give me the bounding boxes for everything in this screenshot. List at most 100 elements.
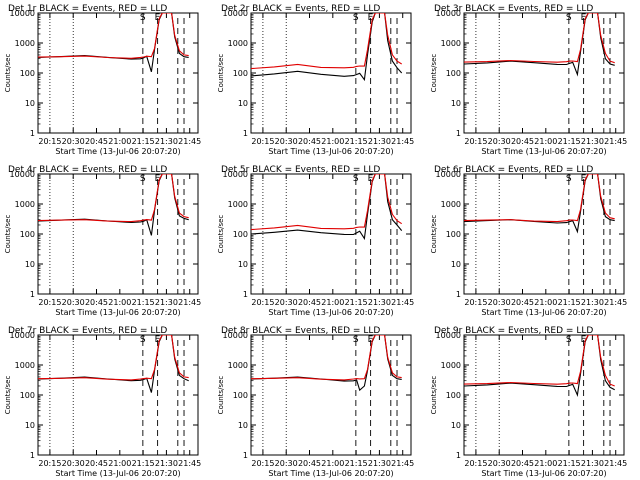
- y-tick-label: 100: [233, 391, 248, 400]
- x-tick-label: 20:45: [298, 459, 321, 468]
- y-axis-label: Counts/sec: [4, 376, 12, 415]
- series-line-lld: [464, 335, 615, 387]
- series-group: [464, 335, 615, 397]
- x-tick-label: 21:15: [558, 137, 581, 146]
- y-tick-label: 1: [30, 451, 35, 460]
- y-tick-label: 1000: [228, 361, 248, 370]
- marker-e-label: E: [155, 13, 161, 23]
- y-tick-label: 1: [456, 129, 461, 138]
- series-group: [464, 13, 615, 77]
- y-tick-label: 10000: [10, 331, 35, 340]
- panel-title: Det 5r BLACK = Events, RED = LLD: [221, 165, 380, 175]
- y-tick-label: 1000: [15, 200, 35, 209]
- x-tick-label: 21:45: [391, 137, 414, 146]
- marker-e-label: E: [368, 335, 374, 345]
- y-tick-label: 100: [233, 230, 248, 239]
- marker-e-label: E: [155, 335, 161, 345]
- y-tick-label: 100: [446, 230, 461, 239]
- y-tick-label: 1000: [228, 200, 248, 209]
- panel-det-1: Det 1r BLACK = Events, RED = LLD 1 10 100 10…: [4, 4, 201, 156]
- x-tick-label: 21:00: [534, 137, 557, 146]
- y-tick-label: 10: [238, 99, 248, 108]
- y-tick-label: 1000: [441, 361, 461, 370]
- series-group: [38, 335, 189, 393]
- series-group: [251, 335, 402, 392]
- x-tick-label: 20:30: [488, 137, 511, 146]
- marker-s-label: S: [140, 13, 146, 23]
- marker-s-label: S: [353, 13, 359, 23]
- panel-title: Det 1r BLACK = Events, RED = LLD: [8, 4, 167, 14]
- x-tick-label: 21:30: [581, 137, 604, 146]
- x-tick-label: 21:15: [558, 298, 581, 307]
- marker-s-label: S: [353, 335, 359, 345]
- x-tick-label: 20:15: [38, 137, 61, 146]
- x-tick-label: 21:00: [108, 137, 131, 146]
- series-line-events: [464, 335, 615, 397]
- panel-title: Det 3r BLACK = Events, RED = LLD: [434, 4, 593, 14]
- y-tick-label: 10000: [223, 9, 248, 18]
- x-tick-label: 20:30: [62, 459, 85, 468]
- x-tick-label: 20:15: [251, 298, 274, 307]
- y-tick-label: 1: [243, 290, 248, 299]
- x-tick-label: 20:45: [298, 137, 321, 146]
- x-tick-label: 21:15: [345, 459, 368, 468]
- y-axis-label: Counts/sec: [430, 215, 438, 254]
- x-tick-label: 21:30: [368, 298, 391, 307]
- x-tick-label: 21:45: [604, 459, 627, 468]
- x-axis-label: Start Time (13-Jul-06 20:07:20): [481, 308, 606, 317]
- x-tick-label: 21:45: [178, 298, 201, 307]
- y-tick-label: 1: [30, 290, 35, 299]
- series-group: [38, 13, 189, 72]
- y-tick-label: 1: [456, 290, 461, 299]
- y-tick-label: 100: [446, 69, 461, 78]
- y-axis-label: Counts/sec: [430, 54, 438, 93]
- x-tick-label: 20:30: [62, 298, 85, 307]
- y-axis-label: Counts/sec: [217, 54, 225, 93]
- panel-det-6: Det 6r BLACK = Events, RED = LLD 1 10 100 10…: [430, 165, 627, 317]
- series-line-lld: [251, 174, 403, 231]
- x-tick-label: 21:15: [132, 459, 155, 468]
- panel-title: Det 8r BLACK = Events, RED = LLD: [221, 326, 380, 336]
- y-tick-label: 10: [25, 99, 35, 108]
- series-group: [464, 174, 615, 234]
- y-tick-label: 10: [451, 99, 461, 108]
- x-tick-label: 20:45: [85, 459, 108, 468]
- x-tick-label: 20:30: [62, 137, 85, 146]
- marker-s-label: S: [140, 174, 146, 184]
- y-tick-label: 1: [456, 451, 461, 460]
- marker-e-label: E: [581, 13, 587, 23]
- x-tick-label: 20:45: [85, 298, 108, 307]
- series-line-lld: [38, 13, 189, 59]
- x-tick-label: 21:30: [581, 298, 604, 307]
- x-tick-label: 21:00: [534, 298, 557, 307]
- series-group: [38, 174, 189, 236]
- x-tick-label: 20:45: [511, 298, 534, 307]
- x-tick-label: 21:00: [108, 298, 131, 307]
- panel-det-5: Det 5r BLACK = Events, RED = LLD 1 10 100 10…: [217, 165, 414, 317]
- panel-det-3: Det 3r BLACK = Events, RED = LLD 1 10 100 10…: [430, 4, 627, 156]
- x-tick-label: 21:00: [321, 298, 344, 307]
- panel-title: Det 9r BLACK = Events, RED = LLD: [434, 326, 593, 336]
- y-axis-label: Counts/sec: [430, 376, 438, 415]
- x-tick-label: 21:15: [132, 298, 155, 307]
- x-tick-label: 20:15: [38, 298, 61, 307]
- x-tick-label: 21:45: [604, 137, 627, 146]
- marker-s-label: S: [140, 335, 146, 345]
- series-group: [251, 13, 403, 82]
- panel-title: Det 4r BLACK = Events, RED = LLD: [8, 165, 167, 175]
- y-tick-label: 10000: [436, 331, 461, 340]
- x-tick-label: 21:00: [108, 459, 131, 468]
- marker-s-label: S: [566, 13, 572, 23]
- x-tick-label: 21:00: [534, 459, 557, 468]
- y-tick-label: 100: [446, 391, 461, 400]
- series-line-lld: [38, 335, 189, 381]
- x-tick-label: 21:15: [345, 298, 368, 307]
- x-tick-label: 20:30: [488, 298, 511, 307]
- y-tick-label: 10000: [223, 331, 248, 340]
- x-tick-label: 20:15: [464, 298, 487, 307]
- x-tick-label: 21:45: [178, 137, 201, 146]
- marker-s-label: S: [566, 335, 572, 345]
- x-tick-label: 20:45: [85, 137, 108, 146]
